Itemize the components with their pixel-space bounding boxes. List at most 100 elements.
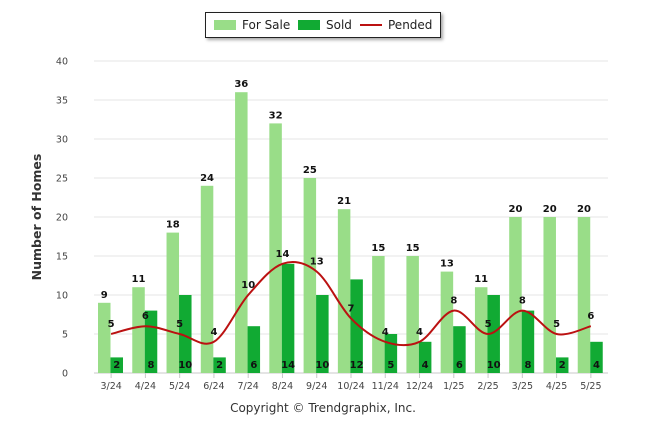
bar-for-sale bbox=[235, 92, 248, 373]
data-label-pended: 5 bbox=[108, 319, 115, 330]
bar-sold bbox=[521, 310, 535, 373]
data-label-sold: 10 bbox=[315, 360, 329, 371]
bar-sold bbox=[213, 357, 226, 373]
bar-series bbox=[98, 92, 603, 374]
bar-sold bbox=[316, 295, 329, 373]
bar-for-sale bbox=[543, 217, 556, 373]
legend-line-pended bbox=[360, 24, 382, 26]
y-tick-label: 5 bbox=[62, 330, 68, 341]
data-label-for-sale: 21 bbox=[337, 196, 351, 207]
x-tick-label: 4/25 bbox=[546, 381, 567, 392]
x-axis-ticks: 3/24 4/24 5/24 6/24 7/24 8/24 9/24 10/24 11/24 12… bbox=[100, 373, 602, 392]
x-tick-label: 2/25 bbox=[477, 381, 498, 392]
data-label-sold: 2 bbox=[216, 360, 223, 371]
data-label-pended: 4 bbox=[382, 327, 389, 338]
bar-sold bbox=[555, 357, 569, 373]
y-tick-label: 30 bbox=[56, 135, 68, 146]
y-tick-label: 35 bbox=[56, 96, 68, 107]
data-label-pended: 5 bbox=[553, 319, 560, 330]
y-tick-label: 10 bbox=[56, 291, 68, 302]
bar-for-sale bbox=[98, 302, 111, 373]
data-label-sold: 4 bbox=[422, 360, 429, 371]
pended-line-series bbox=[110, 261, 592, 347]
data-label-sold: 6 bbox=[456, 360, 463, 371]
bar-for-sale bbox=[577, 217, 591, 373]
data-label-sold: 10 bbox=[487, 360, 501, 371]
bar-sold bbox=[179, 295, 192, 373]
bar-sold bbox=[453, 326, 466, 373]
bar-for-sale bbox=[509, 217, 522, 373]
pended-line bbox=[110, 261, 592, 347]
legend-swatch-for-sale bbox=[214, 20, 236, 30]
data-label-for-sale: 18 bbox=[166, 220, 180, 231]
y-axis-label: Number of Homes bbox=[29, 154, 44, 281]
data-label-for-sale: 9 bbox=[101, 290, 108, 301]
data-label-sold: 4 bbox=[593, 360, 600, 371]
x-tick-label: 12/24 bbox=[406, 381, 433, 392]
data-label-for-sale: 25 bbox=[303, 165, 317, 176]
bar-sold bbox=[110, 357, 123, 373]
data-label-sold: 12 bbox=[350, 360, 364, 371]
data-label-pended: 6 bbox=[142, 311, 149, 322]
copyright-notice: Copyright © Trendgraphix, Inc. bbox=[230, 401, 416, 415]
data-label-for-sale: 24 bbox=[200, 173, 214, 184]
data-label-for-sale: 20 bbox=[577, 204, 591, 215]
data-label-sold: 2 bbox=[113, 360, 120, 371]
data-label-pended: 13 bbox=[310, 257, 324, 268]
bar-for-sale bbox=[474, 287, 488, 373]
data-label-for-sale: 32 bbox=[269, 110, 283, 121]
bar-for-sale bbox=[337, 209, 351, 373]
data-label-pended: 10 bbox=[241, 280, 255, 291]
y-tick-label: 40 bbox=[56, 57, 68, 68]
bar-for-sale bbox=[166, 232, 180, 373]
data-label-pended: 4 bbox=[210, 327, 217, 338]
bar-for-sale bbox=[372, 256, 385, 373]
data-label-for-sale: 15 bbox=[371, 243, 385, 254]
data-label-sold: 10 bbox=[178, 360, 192, 371]
data-label-for-sale: 15 bbox=[406, 243, 420, 254]
bar-for-sale bbox=[200, 185, 214, 373]
data-label-pended: 8 bbox=[519, 296, 526, 307]
x-tick-label: 8/24 bbox=[272, 381, 293, 392]
bar-sold bbox=[247, 326, 261, 373]
x-tick-label: 5/24 bbox=[169, 381, 190, 392]
bar-for-sale bbox=[269, 123, 282, 374]
legend-swatch-sold bbox=[298, 20, 320, 30]
y-axis-ticks: 0 5 10 15 20 25 30 35 40 bbox=[56, 57, 68, 380]
bar-sold bbox=[590, 341, 603, 373]
data-label-pended: 14 bbox=[276, 249, 290, 260]
bar-sold bbox=[487, 295, 500, 373]
bar-for-sale bbox=[132, 287, 145, 373]
data-label-for-sale: 20 bbox=[543, 204, 557, 215]
data-label-pended: 7 bbox=[348, 303, 355, 314]
legend-label-sold: Sold bbox=[326, 18, 352, 32]
data-label-sold: 14 bbox=[281, 360, 295, 371]
bar-sold bbox=[418, 341, 432, 373]
data-label-sold: 8 bbox=[524, 360, 531, 371]
data-label-pended: 5 bbox=[176, 319, 183, 330]
bar-sold bbox=[350, 279, 363, 373]
x-tick-label: 5/25 bbox=[580, 381, 601, 392]
x-tick-label: 6/24 bbox=[203, 381, 224, 392]
x-tick-label: 3/24 bbox=[100, 381, 121, 392]
y-tick-label: 20 bbox=[56, 213, 68, 224]
x-tick-label: 1/25 bbox=[443, 381, 464, 392]
data-label-pended: 4 bbox=[416, 327, 423, 338]
data-label-pended: 6 bbox=[587, 311, 594, 322]
x-tick-label: 9/24 bbox=[306, 381, 327, 392]
data-label-pended: 8 bbox=[450, 296, 457, 307]
legend-label-pended: Pended bbox=[388, 18, 433, 32]
legend-label-for-sale: For Sale bbox=[242, 18, 291, 32]
data-label-for-sale: 20 bbox=[508, 204, 522, 215]
data-label-for-sale: 13 bbox=[440, 259, 454, 270]
y-tick-label: 15 bbox=[56, 252, 68, 263]
x-tick-label: 11/24 bbox=[372, 381, 399, 392]
y-tick-label: 0 bbox=[62, 369, 68, 380]
data-label-for-sale: 11 bbox=[474, 274, 488, 285]
y-tick-label: 25 bbox=[56, 174, 68, 185]
bar-sold bbox=[281, 263, 295, 373]
bar-for-sale bbox=[406, 256, 419, 373]
data-label-for-sale: 36 bbox=[234, 79, 248, 90]
